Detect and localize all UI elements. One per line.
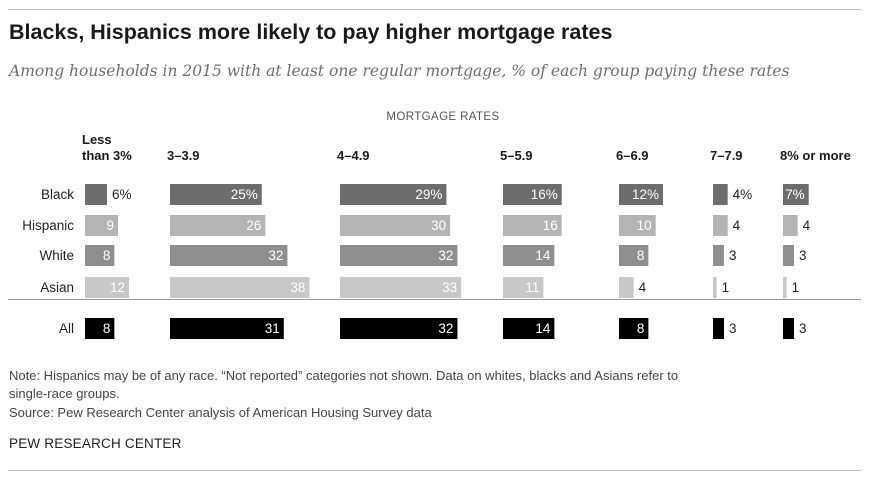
note-line-1: Note: Hispanics may be of any race. “Not… [9,368,679,383]
note-line-2: single-race groups. [9,386,120,401]
value-label-black-7-7-9: 4% [733,187,753,202]
bar-white-6-6-9 [619,245,649,266]
bar-hispanic-6-6-9 [619,215,656,236]
bar-white-less-than-3 [85,245,115,266]
value-label-white-5-5-9: 14 [535,248,551,263]
bar-white-7-7-9 [713,245,725,266]
bar-black-8-or-more [783,184,809,205]
value-label-asian-3-3-9: 38 [290,280,305,295]
value-label-hispanic-7-7-9: 4 [733,218,741,233]
value-label-asian-4-4-9: 33 [442,280,457,295]
bar-all-5-5-9 [503,318,555,339]
bar-white-3-3-9 [170,245,288,266]
column-header-7-7-9: 7–7.9 [710,148,743,163]
value-label-all-3-3-9: 31 [265,321,280,336]
column-header-less-than-3: Less [82,132,112,147]
brand-name: PEW RESEARCH CENTER [9,436,182,451]
bar-white-4-4-9 [340,245,458,266]
value-label-asian-6-6-9: 4 [639,280,647,295]
value-label-black-less-than-3: 6% [112,187,132,202]
value-label-all-4-4-9: 32 [438,321,453,336]
column-header-less-than-3: than 3% [82,148,132,163]
bar-all-8-or-more [783,318,795,339]
bar-white-8-or-more [783,245,795,266]
bar-asian-4-4-9 [340,277,462,298]
bar-all-4-4-9 [340,318,458,339]
bar-asian-5-5-9 [503,277,544,298]
bar-black-3-3-9 [170,184,262,205]
bar-asian-6-6-9 [619,277,634,298]
bar-white-5-5-9 [503,245,555,266]
bar-all-3-3-9 [170,318,284,339]
bar-black-less-than-3 [85,184,108,205]
value-label-white-4-4-9: 32 [438,248,453,263]
value-label-hispanic-6-6-9: 10 [637,218,652,233]
value-label-white-less-than-3: 8 [103,248,111,263]
value-label-white-3-3-9: 32 [268,248,283,263]
bar-black-6-6-9 [619,184,664,205]
bar-all-7-7-9 [713,318,725,339]
value-label-asian-7-7-9: 1 [722,280,730,295]
value-label-hispanic-4-4-9: 30 [431,218,446,233]
value-label-black-6-6-9: 12% [632,187,659,202]
value-label-black-4-4-9: 29% [415,187,442,202]
value-label-asian-8-or-more: 1 [792,280,800,295]
bar-asian-3-3-9 [170,277,310,298]
mortgage-rates-header: MORTGAGE RATES [386,111,500,123]
source-line: Source: Pew Research Center analysis of … [9,405,432,420]
bar-asian-8-or-more [783,277,787,298]
column-header-6-6-9: 6–6.9 [616,148,649,163]
bar-black-7-7-9 [713,184,728,205]
row-label-hispanic: Hispanic [22,218,74,233]
value-label-white-8-or-more: 3 [799,248,807,263]
chart-title: Blacks, Hispanics more likely to pay hig… [9,20,613,44]
column-header-3-3-9: 3–3.9 [167,148,200,163]
bar-black-4-4-9 [340,184,447,205]
value-label-asian-5-5-9: 11 [525,280,539,295]
value-label-hispanic-less-than-3: 9 [107,218,115,233]
value-label-hispanic-3-3-9: 26 [246,218,261,233]
bar-hispanic-7-7-9 [713,215,728,236]
value-label-all-less-than-3: 8 [103,321,111,336]
top-rule [8,9,861,10]
column-header-4-4-9: 4–4.9 [337,148,370,163]
bar-black-5-5-9 [503,184,562,205]
value-label-white-7-7-9: 3 [729,248,737,263]
value-label-black-3-3-9: 25% [231,187,258,202]
bar-all-6-6-9 [619,318,649,339]
value-label-all-6-6-9: 8 [637,321,645,336]
column-header-5-5-9: 5–5.9 [500,148,533,163]
bar-asian-less-than-3 [85,277,130,298]
bar-all-less-than-3 [85,318,115,339]
value-label-all-8-or-more: 3 [799,321,807,336]
value-label-black-5-5-9: 16% [531,187,558,202]
bar-hispanic-less-than-3 [85,215,119,236]
chart-subtitle: Among households in 2015 with at least o… [9,62,790,80]
value-label-all-5-5-9: 14 [535,321,551,336]
bar-asian-7-7-9 [713,277,717,298]
value-label-white-6-6-9: 8 [637,248,645,263]
value-label-asian-less-than-3: 12 [110,280,125,295]
value-label-hispanic-8-or-more: 4 [803,218,811,233]
row-label-white: White [39,248,74,263]
bar-hispanic-4-4-9 [340,215,451,236]
row-label-all: All [59,321,74,336]
value-label-all-7-7-9: 3 [729,321,737,336]
bar-hispanic-3-3-9 [170,215,266,236]
bar-hispanic-5-5-9 [503,215,562,236]
value-label-hispanic-5-5-9: 16 [543,218,558,233]
column-header-8-or-more: 8% or more [780,148,851,163]
bottom-rule [8,470,861,471]
row-label-black: Black [41,187,74,202]
row-label-asian: Asian [40,280,74,295]
bar-hispanic-8-or-more [783,215,798,236]
value-label-black-8-or-more: 7% [785,187,805,202]
